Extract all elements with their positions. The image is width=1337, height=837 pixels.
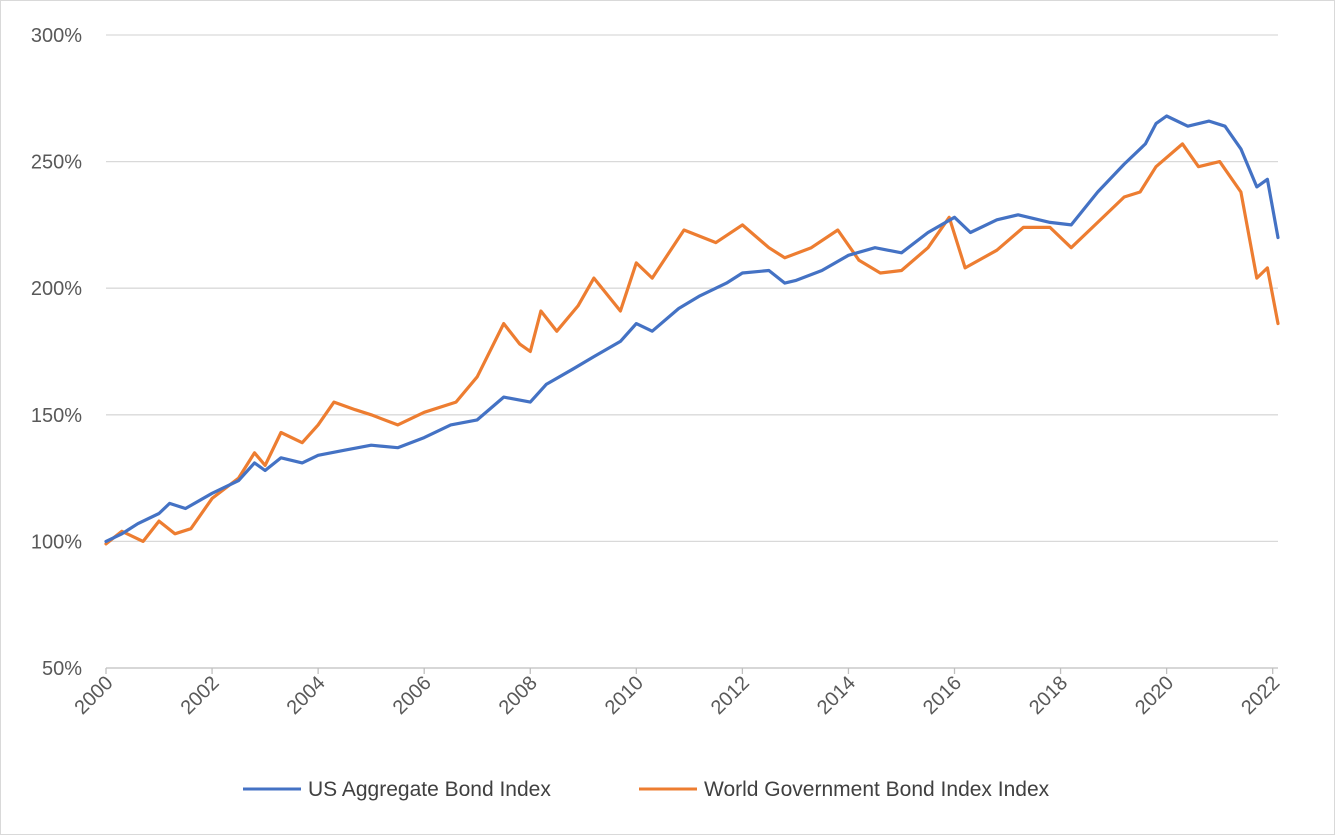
x-tick-label: 2022 [1237, 672, 1284, 719]
x-tick-label: 2012 [707, 672, 754, 719]
series-line-world-government [104, 142, 1280, 546]
series-lines [104, 114, 1280, 546]
grid-lines [106, 34, 1278, 543]
legend: US Aggregate Bond Index World Government… [243, 778, 1050, 801]
x-tick-label: 2018 [1025, 672, 1072, 719]
x-tick-label: 2020 [1131, 672, 1178, 719]
x-tick-label: 2010 [601, 672, 648, 719]
x-tick-label: 2006 [389, 672, 436, 719]
x-tick-label: 2008 [495, 672, 542, 719]
y-tick-label: 150% [31, 405, 82, 427]
series-line-us-aggregate [104, 114, 1280, 544]
x-tick-label: 2016 [919, 672, 966, 719]
x-tick-label: 2002 [177, 672, 224, 719]
y-tick-label: 200% [31, 278, 82, 300]
y-axis: 50% 100% 150% 200% 250% 300% [31, 25, 82, 680]
x-axis: 2000 2002 2004 2006 2008 2010 2012 2014 2016 2018… [71, 667, 1284, 719]
legend-label-us-aggregate: US Aggregate Bond Index [308, 778, 551, 801]
legend-label-world-government: World Government Bond Index Index [704, 778, 1050, 801]
x-tick-label: 2014 [813, 672, 860, 719]
y-tick-label: 300% [31, 25, 82, 47]
y-tick-label: 100% [31, 531, 82, 553]
y-tick-label: 50% [42, 658, 82, 680]
x-tick-label: 2004 [283, 672, 330, 719]
y-tick-label: 250% [31, 152, 82, 174]
